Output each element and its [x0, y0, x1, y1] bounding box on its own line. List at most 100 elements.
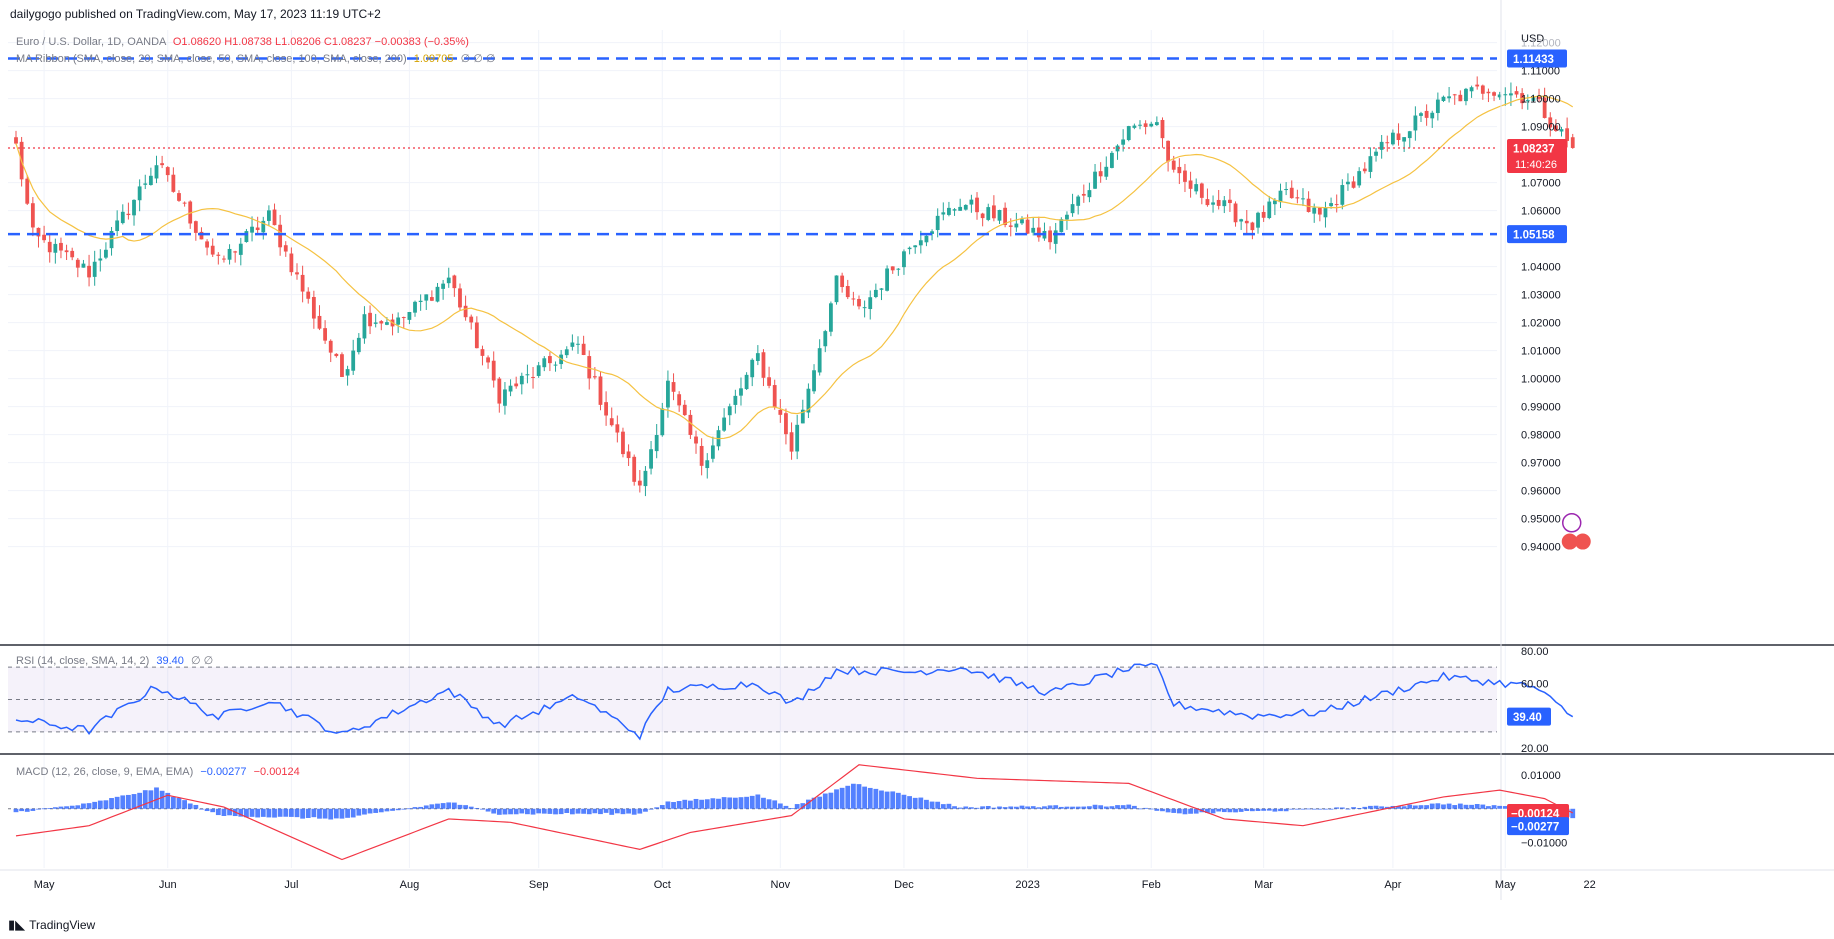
candle-body — [778, 409, 783, 415]
macd-hist-bar — [879, 790, 884, 809]
candle-body — [519, 375, 524, 385]
candle-body — [143, 183, 148, 185]
candle-body — [137, 186, 142, 201]
macd-hist-bar — [530, 808, 536, 815]
macd-hist-bar — [109, 798, 114, 809]
candle-body — [1323, 208, 1328, 218]
macd-hist-bar — [47, 808, 53, 809]
candle-body — [1362, 168, 1367, 172]
candle-body — [446, 277, 451, 284]
macd-hist-bar — [794, 804, 800, 809]
macd-hist-bar — [86, 803, 92, 809]
time-tick-label: Feb — [1142, 879, 1161, 891]
macd-hist-bar — [288, 808, 294, 817]
candle-body — [1239, 219, 1244, 222]
rsi-axis: 20.00 60.00 80.00 39.40 — [1507, 646, 1551, 755]
rsi-value: 39.40 — [156, 655, 184, 667]
candle-body — [452, 275, 457, 289]
candle-body — [570, 342, 575, 347]
macd-hist-bar — [64, 806, 69, 809]
macd-hist-bar — [227, 808, 232, 816]
candle-body — [1475, 84, 1480, 87]
candle-body — [42, 234, 46, 241]
ma-legend: MA Ribbon (SMA, close, 20, SMA, close, 5… — [16, 52, 495, 65]
macd-hist-bar — [940, 804, 946, 809]
macd-hist-bar — [553, 808, 558, 815]
macd-hist-bar — [957, 807, 963, 809]
candle-body — [1233, 203, 1238, 223]
candle-body — [1357, 171, 1362, 186]
candle-body — [1346, 181, 1350, 185]
candle-body — [1385, 142, 1390, 144]
macd-hist-bar — [704, 799, 710, 809]
candle-body — [480, 349, 485, 356]
time-tick-label: May — [34, 879, 55, 891]
macd-hist-bar — [1362, 806, 1368, 809]
candle-body — [458, 288, 462, 308]
macd-hist-bar — [120, 795, 126, 809]
candle-body — [250, 226, 254, 233]
macd-hist-bar — [468, 806, 474, 809]
macd-hist-bar — [423, 805, 429, 809]
us-flag-event-icon — [1561, 533, 1578, 550]
candle-body — [1447, 96, 1451, 99]
symbol-title: Euro / U.S. Dollar, 1D, OANDA — [16, 36, 166, 48]
candle-body — [924, 235, 929, 243]
footer-brand[interactable]: TradingView — [29, 918, 96, 932]
macd-hist-bar — [974, 807, 980, 809]
macd-hist-bar — [1030, 806, 1036, 809]
macd-hist-bar — [1205, 808, 1210, 813]
candle-body — [1003, 207, 1008, 226]
macd-hist-bar — [440, 803, 446, 809]
candle-body — [699, 445, 704, 466]
macd-hist-bar — [929, 801, 935, 809]
candle-body — [868, 297, 873, 310]
candle-body — [109, 230, 114, 249]
macd-hist-bar — [822, 793, 828, 809]
candle-body — [885, 268, 889, 291]
candle-body — [1154, 122, 1159, 126]
candle-body — [688, 414, 693, 435]
macd-hist-bar — [963, 806, 969, 809]
macd-hist-bar — [525, 808, 530, 815]
candle-body — [531, 376, 535, 378]
macd-hist-bar — [1221, 808, 1227, 813]
candle-body — [435, 286, 440, 302]
macd-hist-bar — [558, 808, 564, 815]
candle-body — [710, 445, 715, 459]
macd-hist-bar — [643, 808, 648, 812]
candle-body — [755, 353, 760, 361]
macd-hist-bar — [199, 808, 204, 810]
candle-body — [1374, 151, 1378, 156]
candle-body — [1048, 230, 1052, 243]
macd-hist-bar — [800, 803, 806, 809]
macd-hist-bar — [603, 808, 609, 813]
macd-hist-bar — [1042, 806, 1047, 809]
candle-body — [1256, 212, 1260, 228]
candle-body — [660, 408, 665, 436]
macd-hist-bar — [1480, 804, 1486, 809]
candle-body — [991, 205, 996, 219]
macd-hist-bar — [575, 808, 581, 814]
candle-body — [1110, 152, 1114, 168]
macd-hist-bar — [547, 808, 553, 814]
candle-body — [1093, 171, 1097, 189]
candle-body — [1059, 219, 1064, 233]
macd-hist-bar — [390, 808, 395, 811]
macd-hist-bar — [305, 808, 311, 818]
macd-hist-bar — [1137, 808, 1143, 810]
candle-body — [666, 380, 670, 408]
candle-body — [1570, 137, 1575, 148]
candle-body — [1340, 185, 1345, 205]
macd-hist-bar — [761, 797, 766, 809]
macd-hist-bar — [41, 808, 47, 810]
time-tick-label: Dec — [894, 879, 914, 891]
candle-body — [812, 370, 816, 392]
candle-body — [227, 248, 232, 260]
candle-body — [1031, 227, 1036, 233]
candle-body — [233, 251, 238, 253]
candle-body — [267, 210, 271, 221]
candle-body — [722, 417, 727, 431]
axis-unit-label: USD — [1521, 33, 1544, 45]
